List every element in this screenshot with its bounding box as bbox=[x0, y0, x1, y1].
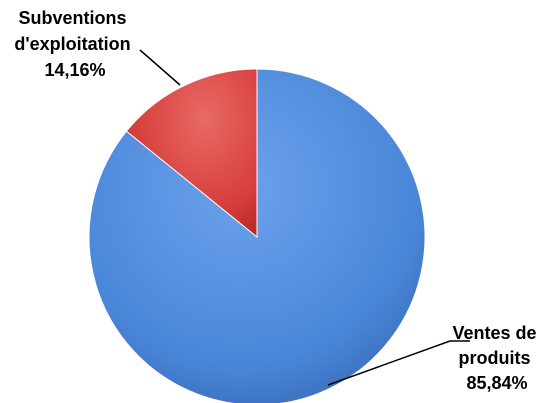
data-label-subventions-value: 14,16% bbox=[44, 60, 105, 80]
data-label-subventions-line-1: Subventions bbox=[18, 8, 126, 28]
data-label-subventions-line-2: d'exploitation bbox=[14, 34, 130, 54]
data-label-ventes-value: 85,84% bbox=[466, 373, 527, 393]
pie-slice-subventions bbox=[125, 68, 258, 239]
data-label-ventes: Ventes de produits 85,84% bbox=[452, 323, 541, 393]
data-label-subventions: Subventions d'exploitation 14,16% bbox=[14, 8, 135, 80]
data-label-ventes-line-2: produits bbox=[458, 348, 530, 368]
pie-slice-ventes bbox=[88, 68, 426, 403]
pie-slices bbox=[88, 68, 426, 403]
leader-line-subventions bbox=[139, 49, 181, 86]
leader-line-ventes bbox=[327, 340, 470, 386]
data-label-ventes-line-1: Ventes de bbox=[452, 323, 536, 343]
